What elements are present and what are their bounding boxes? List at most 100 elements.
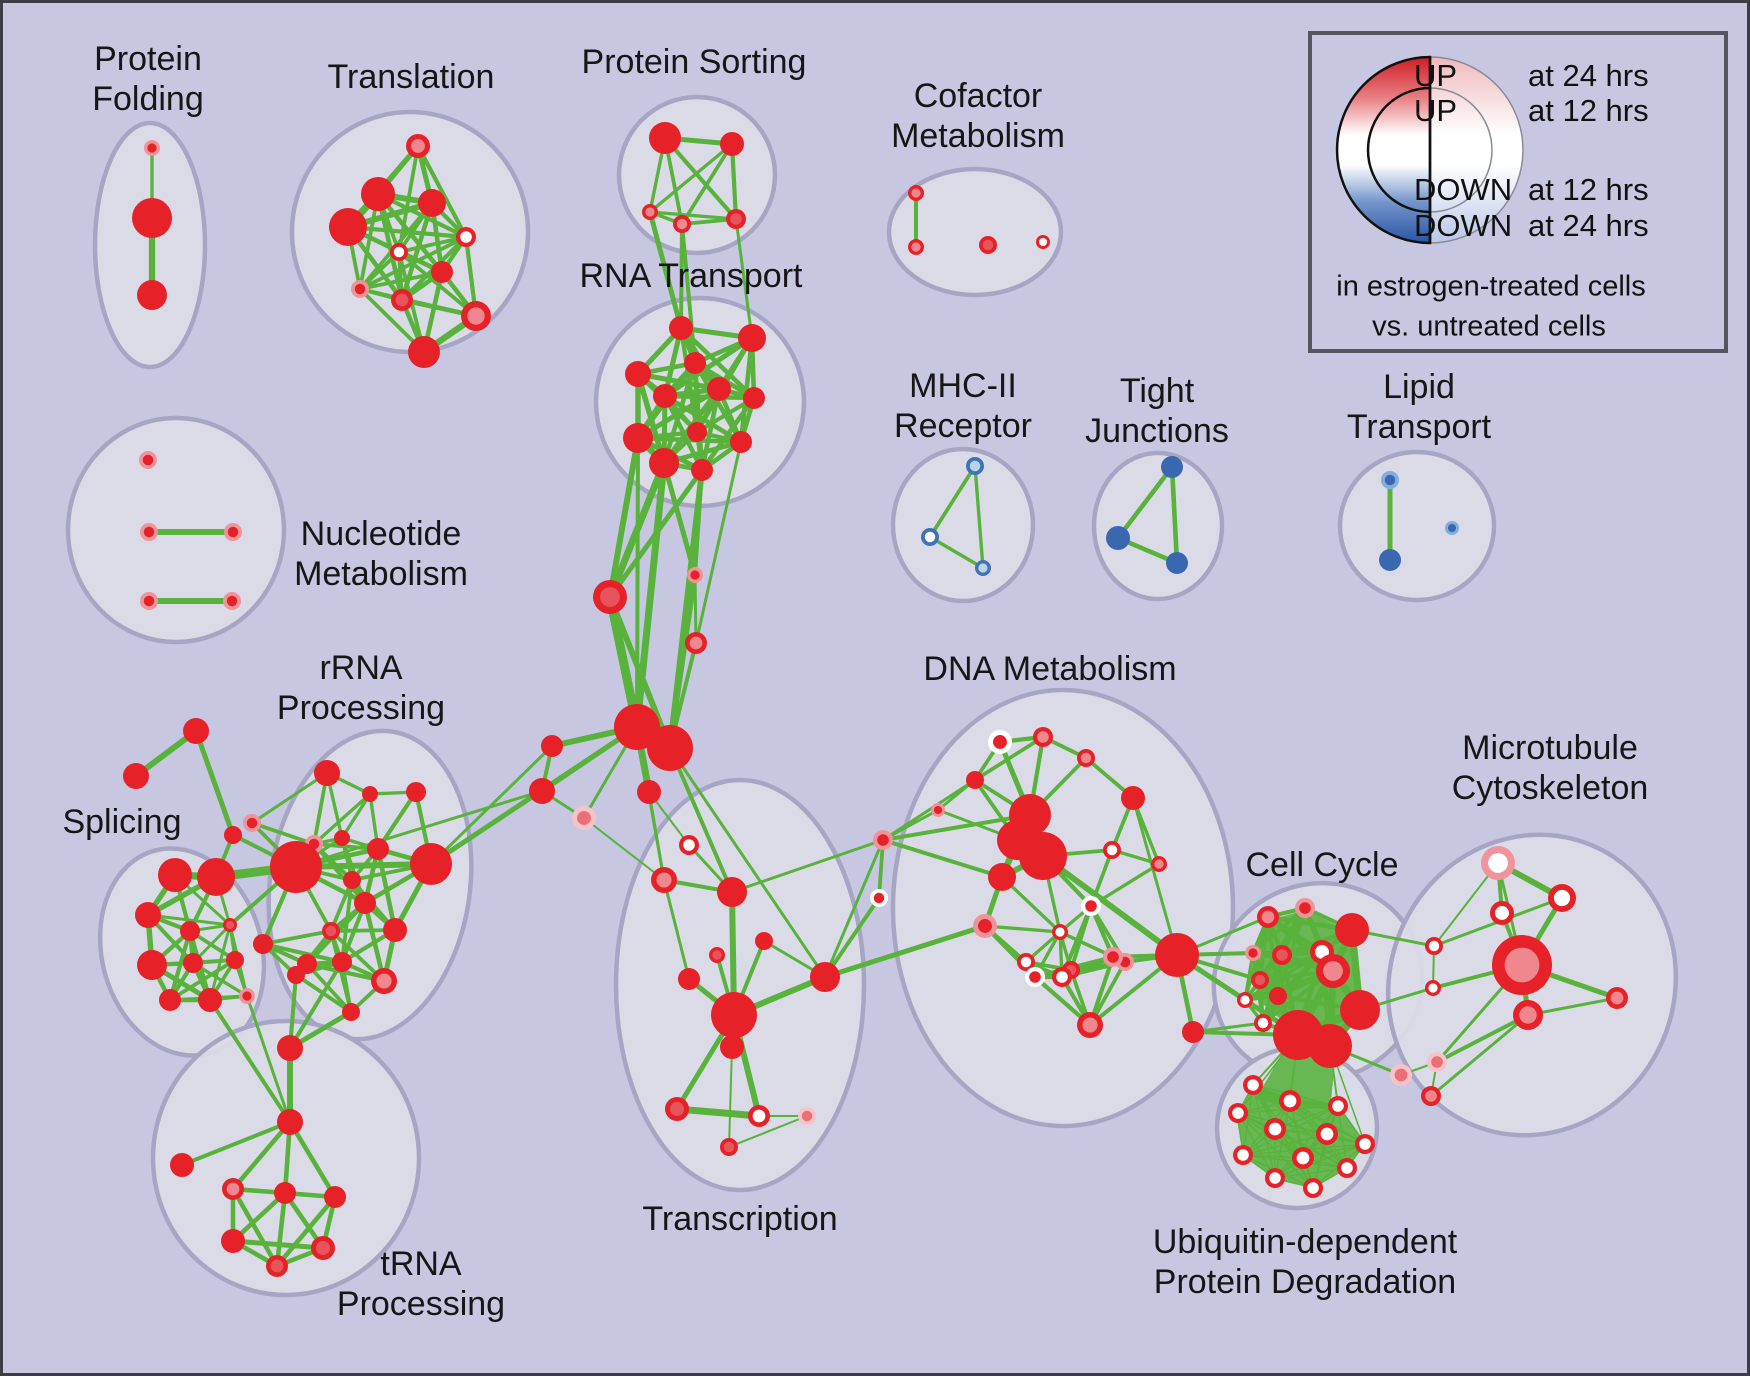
node — [1019, 832, 1067, 880]
node-center — [1315, 945, 1329, 959]
edge — [583, 817, 665, 881]
node-center — [1425, 1090, 1437, 1102]
node-center — [226, 1182, 240, 1196]
edge — [398, 235, 467, 254]
edge — [262, 941, 343, 965]
node-center — [801, 1110, 813, 1122]
node-center — [645, 207, 655, 217]
node — [170, 1153, 194, 1177]
node-center — [873, 892, 885, 904]
node-center — [1359, 1138, 1371, 1150]
legend-up-24-time: at 24 hrs — [1528, 58, 1649, 93]
node-center — [395, 293, 409, 307]
edge — [668, 746, 734, 894]
node-center — [1320, 1127, 1334, 1141]
node-center — [1610, 991, 1624, 1005]
cluster-label-ubiquitin: Ubiquitin-dependent Protein Degradation — [1152, 1223, 1458, 1301]
node — [1335, 913, 1369, 947]
cluster-nodes-lipid-transport — [1379, 471, 1459, 571]
node — [691, 459, 713, 481]
node-center — [712, 950, 722, 960]
node-center — [316, 1241, 330, 1255]
cluster-nodes-tight-junctions — [1106, 456, 1188, 574]
node — [197, 858, 235, 896]
node-center — [656, 872, 672, 888]
edge — [1526, 996, 1619, 1017]
node — [198, 988, 222, 1012]
node-center — [1283, 1094, 1297, 1108]
edge — [730, 838, 885, 894]
legend-down-24-label: DOWN — [1414, 208, 1513, 243]
node — [684, 352, 706, 374]
edge — [192, 961, 248, 998]
edge — [1251, 906, 1307, 955]
node — [361, 177, 395, 211]
node-center — [242, 991, 252, 1001]
node — [669, 316, 693, 340]
edge — [1252, 1084, 1348, 1169]
edge — [250, 771, 329, 825]
node — [988, 863, 1016, 891]
edge — [667, 572, 698, 751]
node — [1182, 1021, 1204, 1043]
edge — [245, 994, 292, 1124]
cluster-label-cell-cycle: Cell Cycle — [1245, 846, 1399, 885]
legend-up-24-label: UP — [1414, 58, 1458, 93]
node-center — [1268, 1122, 1282, 1136]
node-center — [924, 531, 936, 543]
legend-caption-line1: in estrogen-treated cells — [1336, 270, 1646, 303]
edge — [700, 396, 756, 472]
node-center — [577, 811, 591, 825]
node-center — [1495, 906, 1509, 920]
cluster-nodes-rrna-processing — [243, 760, 452, 1061]
node — [221, 1229, 245, 1253]
cluster-label-rna-transport: RNA Transport — [579, 257, 803, 296]
cluster-ellipse-cofactor-metabolism — [886, 166, 1064, 298]
node-center — [1029, 971, 1041, 983]
node-center — [1037, 731, 1049, 743]
node-center — [933, 805, 943, 815]
node-center — [978, 563, 988, 573]
node-center — [1237, 1149, 1249, 1161]
node — [1166, 552, 1188, 574]
edge — [262, 929, 332, 946]
edge — [274, 1192, 288, 1267]
node-center — [227, 526, 239, 538]
node-center — [325, 925, 337, 937]
node-center — [1154, 859, 1164, 869]
node — [738, 324, 766, 352]
edge — [1337, 1105, 1348, 1169]
node — [717, 877, 747, 907]
node-center — [246, 817, 258, 829]
legend-up-12-time: at 12 hrs — [1528, 93, 1649, 128]
node — [647, 725, 693, 771]
node — [1379, 549, 1401, 571]
node — [1121, 786, 1145, 810]
cluster-label-cofactor: Cofactor Metabolism — [891, 77, 1065, 155]
edge — [232, 1238, 324, 1251]
node — [755, 932, 773, 950]
node-center — [1240, 995, 1250, 1005]
cluster-label-translation: Translation — [327, 58, 495, 97]
node — [362, 786, 378, 802]
node-center — [1257, 1017, 1269, 1029]
cluster-nodes-splicing-triangle — [123, 718, 242, 844]
node — [343, 871, 361, 889]
edge — [680, 142, 734, 226]
edge — [881, 838, 1004, 879]
node-center — [600, 587, 620, 607]
node — [1161, 456, 1183, 478]
cluster-label-microtubule: Microtubule Cytoskeleton — [1451, 729, 1649, 807]
node-center — [723, 1141, 735, 1153]
edge — [881, 778, 977, 842]
cluster-nodes-cell-cycle — [1237, 898, 1380, 1068]
node-center — [1428, 940, 1440, 952]
node-center — [1247, 1079, 1259, 1091]
cluster-label-lipid-transport: Lipid Transport — [1346, 368, 1492, 446]
cluster-ellipse-tight-junctions — [1091, 450, 1225, 602]
node-center — [1341, 1162, 1353, 1174]
cluster-ellipse-dna-metabolism — [890, 687, 1236, 1129]
node-center — [1332, 1100, 1344, 1112]
node-center — [1232, 1107, 1244, 1119]
node — [720, 132, 744, 156]
